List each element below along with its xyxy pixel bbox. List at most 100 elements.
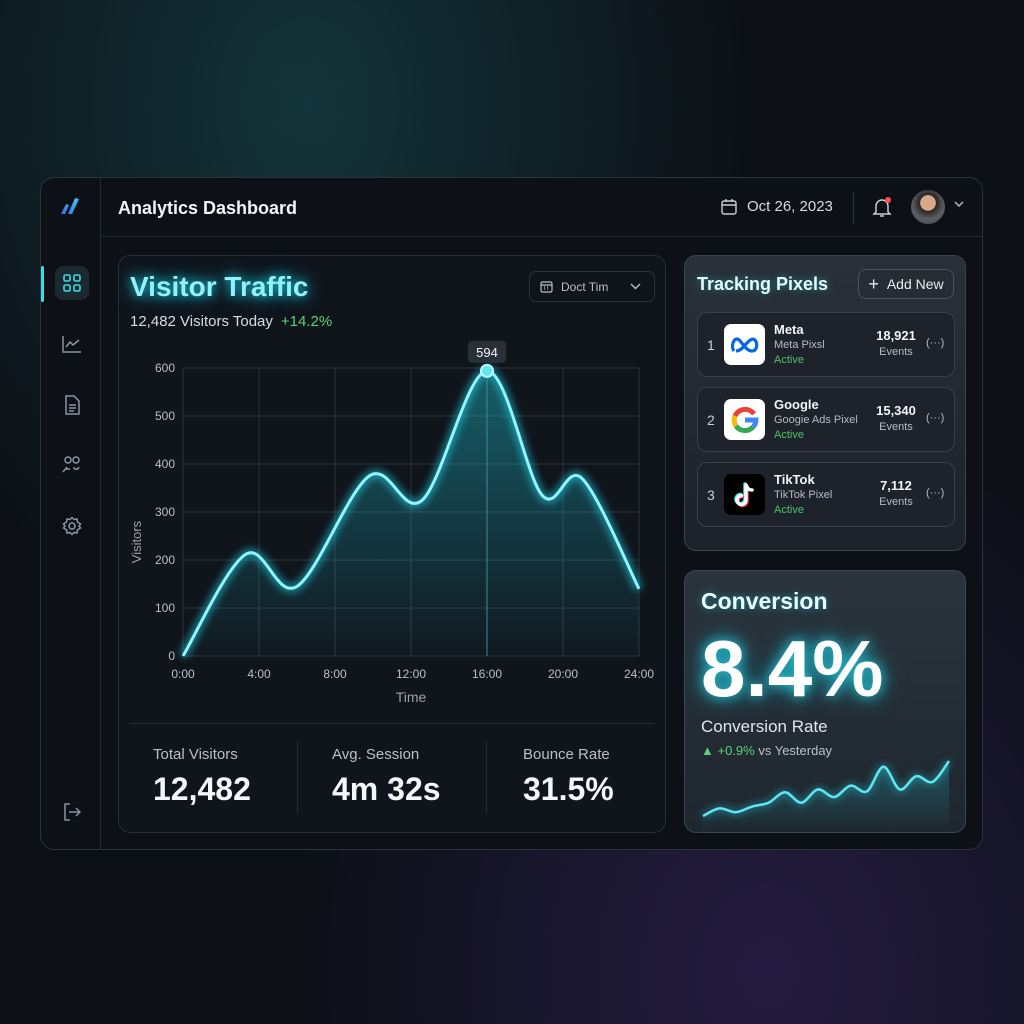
divider bbox=[486, 742, 487, 814]
status-badge: Active bbox=[774, 429, 804, 441]
x-axis-label: Time bbox=[396, 689, 427, 705]
more-options-button[interactable]: (···) bbox=[926, 412, 945, 424]
visitor-traffic-chart: 0 100 200 300 400 500 600 0:00 4:00 8:00 12:00 16:0… bbox=[129, 340, 654, 705]
conversion-value: 8.4% bbox=[701, 624, 884, 713]
logout-button[interactable] bbox=[55, 795, 89, 829]
series-line bbox=[181, 369, 641, 657]
add-new-label: Add New bbox=[886, 276, 944, 292]
stat-label: Total Visitors bbox=[153, 746, 238, 763]
plus-icon: + bbox=[868, 273, 879, 294]
stat-label: Bounce Rate bbox=[523, 746, 610, 763]
pixel-events: 7,112 Events bbox=[866, 478, 926, 508]
x-tick-label: 20:00 bbox=[548, 667, 578, 681]
pixel-events: 15,340 Events bbox=[866, 403, 926, 433]
sparkline-line bbox=[702, 760, 951, 818]
x-tick-label: 16:00 bbox=[472, 667, 502, 681]
more-options-button[interactable]: (···) bbox=[926, 337, 945, 349]
current-date: Oct 26, 2023 bbox=[747, 198, 833, 215]
chevron-down-icon[interactable] bbox=[953, 198, 965, 210]
dashboard-window: Analytics Dashboard Oct 26, 2023 Visitor… bbox=[40, 177, 983, 850]
conversion-card: Conversion 8.4% Conversion Rate ▲ +0.9% … bbox=[684, 570, 966, 834]
events-label: Events bbox=[879, 421, 913, 433]
x-tick-label: 4:00 bbox=[247, 667, 271, 681]
pixel-name: Google bbox=[774, 397, 819, 412]
active-indicator bbox=[41, 266, 44, 302]
card-title: Visitor Traffic bbox=[130, 271, 309, 302]
more-options-button[interactable]: (···) bbox=[926, 487, 945, 499]
divider bbox=[129, 723, 655, 724]
stat-value: 31.5% bbox=[523, 771, 614, 807]
pixel-type: Googie Ads Pixel bbox=[774, 414, 858, 426]
time-range-value: Doct Tim bbox=[561, 279, 609, 294]
y-tick-label: 0 bbox=[168, 649, 175, 663]
events-count: 15,340 bbox=[876, 403, 916, 418]
pixel-row-tiktok[interactable]: 3 TikTok TikTok Pixel Active 7,112 Events… bbox=[697, 462, 955, 527]
status-badge: Active bbox=[774, 504, 804, 516]
tracking-pixels-card: Tracking Pixels + Add New 1 Meta Meta Pix… bbox=[684, 255, 966, 551]
stat-bounce-rate: Bounce Rate 31.5% bbox=[523, 746, 614, 808]
sidebar-item-reports[interactable] bbox=[55, 388, 89, 422]
sidebar bbox=[41, 178, 101, 849]
sidebar-item-dashboard[interactable] bbox=[55, 266, 89, 300]
tiktok-logo-icon bbox=[724, 474, 765, 515]
document-icon bbox=[65, 395, 80, 415]
calendar-icon bbox=[721, 199, 737, 215]
pixel-row-google[interactable]: 2 Google Googie Ads Pixel Active 15,340 E… bbox=[697, 387, 955, 452]
date-picker[interactable]: Oct 26, 2023 bbox=[721, 198, 833, 215]
chevron-down-icon bbox=[630, 283, 641, 290]
stat-label: Avg. Session bbox=[332, 746, 420, 763]
pixel-name: TikTok bbox=[774, 472, 815, 487]
y-tick-label: 200 bbox=[155, 553, 175, 567]
google-logo-icon bbox=[724, 399, 765, 440]
calendar-icon bbox=[540, 281, 553, 293]
pixel-events: 18,921 Events bbox=[866, 328, 926, 358]
card-title: Conversion bbox=[701, 588, 828, 614]
stat-total-visitors: Total Visitors 12,482 bbox=[153, 746, 251, 808]
events-label: Events bbox=[879, 346, 913, 358]
y-tick-label: 100 bbox=[155, 601, 175, 615]
logo-icon bbox=[61, 198, 79, 214]
x-tick-label: 24:00 bbox=[624, 667, 654, 681]
avatar[interactable] bbox=[911, 190, 945, 224]
status-badge: Active bbox=[774, 354, 804, 366]
card-title: Tracking Pixels bbox=[697, 274, 829, 294]
pixel-name: Meta bbox=[774, 322, 804, 337]
events-count: 18,921 bbox=[876, 328, 916, 343]
highlight-point bbox=[480, 363, 494, 378]
logout-icon bbox=[64, 803, 81, 821]
grid-icon bbox=[63, 274, 81, 292]
visitor-traffic-card: Visitor Traffic 12,482 Visitors Today +14… bbox=[118, 255, 666, 833]
x-tick-label: 12:00 bbox=[396, 667, 426, 681]
users-icon bbox=[62, 456, 80, 473]
page-title: Analytics Dashboard bbox=[118, 198, 298, 218]
conversion-label: Conversion Rate bbox=[701, 717, 828, 736]
pixel-rank: 2 bbox=[707, 412, 715, 428]
time-range-select[interactable]: Doct Tim bbox=[529, 271, 655, 302]
add-new-button[interactable]: + Add New bbox=[858, 269, 954, 299]
stat-value: 12,482 bbox=[153, 771, 251, 807]
visitors-change: +14.2% bbox=[280, 313, 333, 330]
line-chart-icon bbox=[62, 336, 81, 353]
y-tick-label: 400 bbox=[155, 457, 175, 471]
gear-icon bbox=[62, 516, 82, 536]
header: Analytics Dashboard Oct 26, 2023 bbox=[101, 178, 982, 237]
sidebar-item-analytics[interactable] bbox=[55, 327, 89, 361]
stat-avg-session: Avg. Session 4m 32s bbox=[332, 746, 441, 808]
sidebar-item-audience[interactable] bbox=[55, 448, 89, 482]
y-axis-label: Visitors bbox=[129, 520, 144, 563]
conversion-change: ▲ +0.9% vs Yesterday bbox=[701, 743, 832, 758]
triangle-up-icon: ▲ bbox=[701, 743, 718, 758]
x-tick-label: 0:00 bbox=[171, 667, 195, 681]
change-suffix: vs Yesterday bbox=[758, 743, 833, 758]
divider bbox=[853, 192, 854, 224]
sidebar-item-settings[interactable] bbox=[55, 509, 89, 543]
series-area bbox=[183, 370, 639, 656]
pixel-row-meta[interactable]: 1 Meta Meta Pixsl Active 18,921 Events (·… bbox=[697, 312, 955, 377]
sparkline-area bbox=[703, 761, 949, 834]
bell-icon[interactable] bbox=[871, 196, 893, 218]
pixel-type: TikTok Pixel bbox=[774, 489, 833, 501]
x-tick-label: 8:00 bbox=[323, 667, 347, 681]
events-label: Events bbox=[879, 496, 913, 508]
events-count: 7,112 bbox=[880, 478, 912, 493]
y-tick-label: 300 bbox=[155, 505, 175, 519]
